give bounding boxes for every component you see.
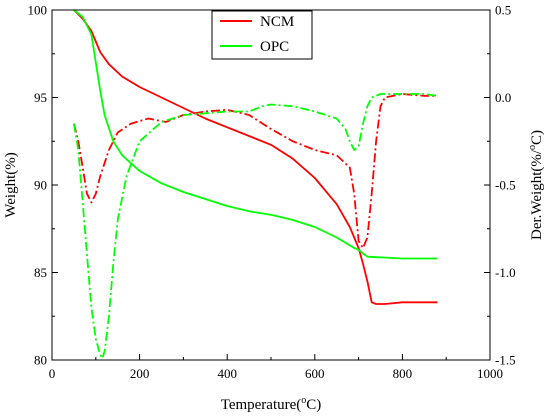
y-right-tick-label: 0.0: [495, 90, 511, 105]
ticks-layer: 0 200 400 600 800 1000 80 85 90 95 100 -1.5 -1.0 -0.5…: [28, 3, 516, 382]
legend-label-ncm: NCM: [260, 14, 294, 30]
series-opc-weight-line: [73, 9, 438, 260]
series-opc-derivative-line: [73, 93, 438, 360]
series-ncm-weight-line: [73, 9, 438, 305]
x-tick-label: 1000: [477, 366, 503, 381]
x-tick-label: 600: [305, 366, 325, 381]
x-tick-label: 800: [393, 366, 413, 381]
x-tick-label: 200: [130, 366, 150, 381]
y-right-axis-label: Der.Weight(%/oC): [527, 130, 545, 240]
y-left-tick-label: 85: [34, 265, 47, 280]
y-left-tick-label: 95: [34, 90, 47, 105]
legend-box: [211, 10, 313, 60]
x-tick-label: 400: [217, 366, 237, 381]
x-tick-label: 0: [49, 366, 56, 381]
legend: NCM OPC: [211, 10, 313, 60]
y-left-axis-label: Weight(%): [3, 152, 19, 217]
plot-frame: [51, 9, 491, 361]
y-left-tick-label: 100: [28, 3, 48, 18]
y-right-tick-label: 0.5: [495, 3, 511, 18]
y-right-tick-label: -1.5: [495, 353, 516, 368]
y-left-tick-label: 90: [34, 178, 47, 193]
legend-label-opc: OPC: [260, 39, 289, 55]
y-right-tick-label: -0.5: [495, 178, 516, 193]
x-axis-label: Temperature(oC): [221, 395, 322, 413]
y-right-tick-label: -1.0: [495, 265, 516, 280]
series-ncm-derivative-line: [73, 93, 438, 249]
series-layer: [73, 9, 438, 360]
y-left-tick-label: 80: [34, 353, 47, 368]
